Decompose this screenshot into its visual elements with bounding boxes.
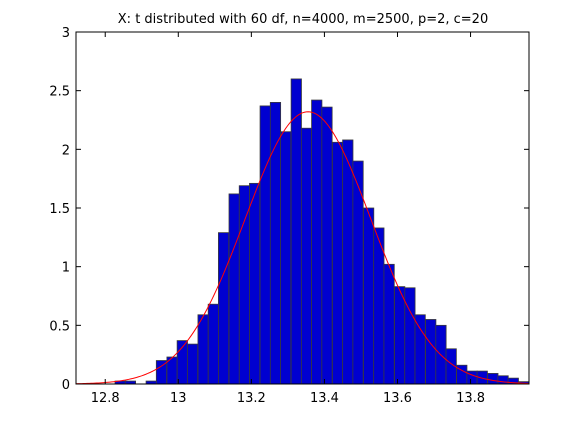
histogram-bar bbox=[197, 314, 209, 385]
histogram-bar bbox=[342, 139, 354, 385]
y-tick-label: 1.5 bbox=[49, 202, 70, 217]
y-tick-label: 2.5 bbox=[49, 85, 70, 100]
histogram-bar bbox=[186, 343, 199, 385]
y-tick-label: 0 bbox=[62, 378, 70, 393]
x-tick-label: 13.4 bbox=[310, 391, 339, 406]
histogram-bar bbox=[218, 232, 230, 385]
histogram-bar bbox=[269, 102, 282, 385]
histogram-bar bbox=[280, 131, 292, 385]
chart-title: X: t distributed with 60 df, n=4000, m=2… bbox=[118, 12, 488, 27]
y-tick-label: 2 bbox=[62, 143, 70, 158]
histogram-bar bbox=[394, 286, 406, 385]
ticks-group: 12.8 13 13.2 13.4 13.6 13.8 0 0.5 1 1.5 2 2.5 3 bbox=[49, 26, 529, 406]
x-tick-label: 13 bbox=[170, 391, 187, 406]
histogram-bar bbox=[311, 99, 323, 385]
y-tick-label: 1 bbox=[62, 261, 70, 276]
y-tick-label: 3 bbox=[62, 26, 70, 41]
histogram-bar bbox=[487, 373, 499, 385]
histogram-bar bbox=[290, 78, 302, 385]
histogram-bar bbox=[425, 319, 437, 385]
histogram-bar bbox=[259, 105, 271, 385]
x-tick-label: 12.8 bbox=[91, 391, 120, 406]
histogram-bar bbox=[249, 182, 261, 385]
histogram-bar bbox=[363, 207, 375, 385]
histogram-bar bbox=[373, 227, 385, 385]
histogram-bar bbox=[238, 185, 250, 385]
x-tick-label: 13.2 bbox=[237, 391, 266, 406]
curve-group bbox=[75, 111, 530, 385]
y-tick-label: 0.5 bbox=[49, 319, 70, 334]
histogram-bar bbox=[321, 106, 333, 385]
fitted-density-curve bbox=[75, 111, 530, 385]
histogram-bar bbox=[497, 375, 509, 385]
histogram-bar bbox=[207, 303, 219, 385]
histogram-bar bbox=[404, 287, 416, 385]
histogram-bar bbox=[414, 314, 426, 385]
histogram-bar bbox=[332, 141, 344, 385]
histogram-bar bbox=[300, 127, 313, 385]
bars-group bbox=[114, 78, 530, 385]
histogram-bar bbox=[228, 193, 240, 385]
x-tick-label: 13.6 bbox=[383, 391, 412, 406]
x-tick-label: 13.8 bbox=[456, 391, 485, 406]
histogram-bar bbox=[383, 263, 395, 385]
